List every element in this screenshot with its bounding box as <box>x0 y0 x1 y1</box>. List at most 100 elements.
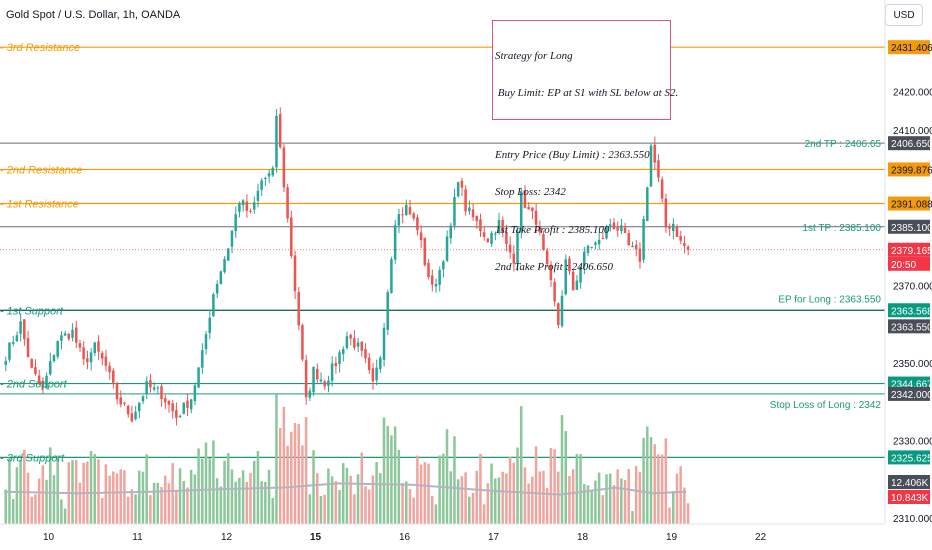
volume-bar <box>100 497 104 524</box>
volume-bar <box>193 474 197 524</box>
candle-body <box>330 363 334 381</box>
volume-bar <box>149 495 152 524</box>
candle-body <box>423 238 427 266</box>
note-line: Stop Loss: 2342 <box>495 186 566 199</box>
candle-body <box>316 368 319 380</box>
volume-bar <box>308 494 312 524</box>
volume-bar <box>297 424 300 524</box>
target-badge-text: 2363.550 <box>891 322 932 333</box>
volume-bar <box>219 486 223 524</box>
volume-bar <box>167 483 171 524</box>
candle-body <box>4 360 8 365</box>
volume-bar <box>15 467 19 524</box>
volume-bar <box>163 475 167 524</box>
volume-bar <box>568 476 571 524</box>
volume-bar <box>534 446 538 524</box>
candle-body <box>175 410 178 419</box>
candle-body <box>523 190 527 209</box>
strategy-note[interactable]: Strategy for Long Buy Limit: EP at S1 wi… <box>492 20 678 273</box>
volume-bar <box>238 477 241 524</box>
candle-body <box>286 187 289 219</box>
candle-body <box>442 261 445 270</box>
volume-bar <box>123 470 126 524</box>
candle-body <box>456 182 460 197</box>
volume-bar <box>557 471 560 524</box>
volume-bar <box>430 495 434 524</box>
volume-bar <box>316 473 319 524</box>
volume-bar <box>393 426 397 524</box>
candle-body <box>460 180 464 188</box>
volume-bars <box>3 394 690 524</box>
volume-bar <box>623 480 627 524</box>
candle-body <box>482 232 486 237</box>
volume-bar <box>653 444 656 524</box>
volume-bar <box>571 469 575 524</box>
candle-body <box>308 390 312 398</box>
volume-bar <box>683 487 686 524</box>
volume-bar <box>468 496 471 524</box>
candle-body <box>297 292 300 326</box>
candle-body <box>471 209 475 218</box>
candle-body <box>56 341 59 357</box>
candle-body <box>579 267 582 283</box>
candle-body <box>119 397 122 405</box>
volume-bar <box>512 462 516 524</box>
volume-bar <box>182 481 186 524</box>
candle-body <box>449 225 453 239</box>
volume-bar <box>293 422 297 524</box>
volume-bar <box>286 445 289 524</box>
candle-body <box>130 413 134 422</box>
candle-body <box>267 173 271 177</box>
volume-bar <box>341 463 345 524</box>
y-tick-label: 2310.000 <box>893 514 932 525</box>
price-axis[interactable]: 2310.000 2330.000 2350.000 2370.000 2410.000… <box>893 87 932 525</box>
candle-body <box>30 359 33 368</box>
volume-badge <box>888 490 930 504</box>
volume-bar <box>186 487 189 524</box>
countdown-badge-text: 20:50 <box>891 260 916 271</box>
volume-bar <box>267 469 271 524</box>
volume-bar <box>538 471 542 524</box>
volume-bar <box>71 460 74 524</box>
volume-bar <box>686 503 690 524</box>
volume-badge-text: 10.843K <box>891 493 929 504</box>
volume-bar <box>542 470 545 524</box>
volume-bar <box>264 481 267 524</box>
level-lines <box>0 46 885 459</box>
volume-bar <box>531 476 534 524</box>
candle-body <box>679 236 682 241</box>
volume-bar <box>586 485 590 524</box>
volume-bar <box>434 504 438 524</box>
candle-body <box>427 262 430 278</box>
volume-bar <box>401 482 404 524</box>
candle-body <box>78 343 82 348</box>
candle-body <box>278 114 282 148</box>
candle-body <box>390 259 393 293</box>
volume-bar <box>234 481 237 524</box>
volume-bar <box>189 469 193 524</box>
time-axis[interactable]: 10 11 12 15 16 17 18 19 22 <box>43 532 767 543</box>
volume-bar <box>583 484 586 524</box>
candle-body <box>271 167 275 176</box>
candle-body <box>152 387 156 390</box>
candle-body <box>542 234 545 251</box>
volume-badge-text: 12.406K <box>891 478 929 489</box>
volume-bar <box>45 479 48 524</box>
volume-bar <box>405 481 408 524</box>
volume-bar <box>545 488 549 524</box>
candle-body <box>531 207 534 211</box>
candle-body <box>594 242 597 245</box>
candle-body <box>167 400 171 405</box>
volume-bar <box>56 455 59 524</box>
volume-bar <box>74 460 78 524</box>
volume-bar <box>660 454 664 524</box>
candle-body <box>646 187 649 221</box>
volume-bar <box>445 429 449 524</box>
x-tick-label: 15 <box>310 532 322 543</box>
candle-body <box>486 238 490 243</box>
volume-bar <box>327 468 330 524</box>
volume-bar <box>156 482 160 524</box>
volume-bar <box>449 471 453 524</box>
candle-body <box>631 246 634 248</box>
